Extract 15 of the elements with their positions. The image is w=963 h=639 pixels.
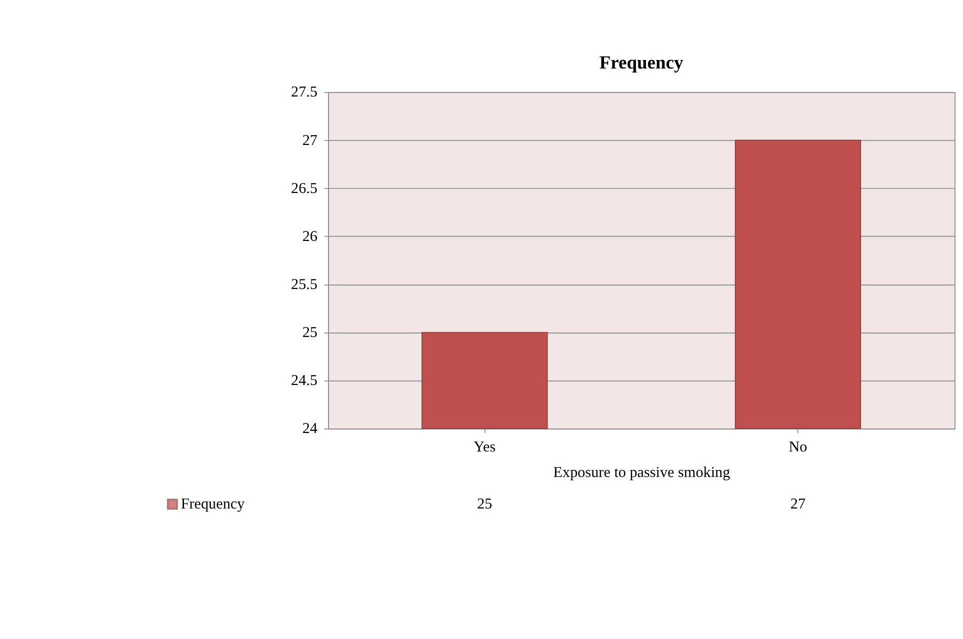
y-tick-label: 24 bbox=[302, 421, 318, 438]
y-tick-label: 27 bbox=[302, 132, 318, 149]
x-tick-label: Yes bbox=[474, 440, 496, 456]
y-tick-label: 24.5 bbox=[291, 373, 318, 390]
data-label: 27 bbox=[790, 496, 806, 512]
y-tick-label: 26.5 bbox=[291, 180, 318, 197]
y-tick-label: 25.5 bbox=[291, 276, 318, 293]
x-tick-label: No bbox=[788, 440, 808, 456]
chart-title: Frequency bbox=[599, 54, 684, 74]
y-tick-label: 27.5 bbox=[291, 84, 318, 101]
data-label: 25 bbox=[477, 496, 492, 512]
legend-label: Frequency bbox=[180, 496, 246, 512]
y-tick-label: 25 bbox=[302, 325, 318, 342]
y-tick-label: 26 bbox=[302, 228, 318, 245]
x-axis-title: Exposure to passive smoking bbox=[553, 464, 731, 481]
